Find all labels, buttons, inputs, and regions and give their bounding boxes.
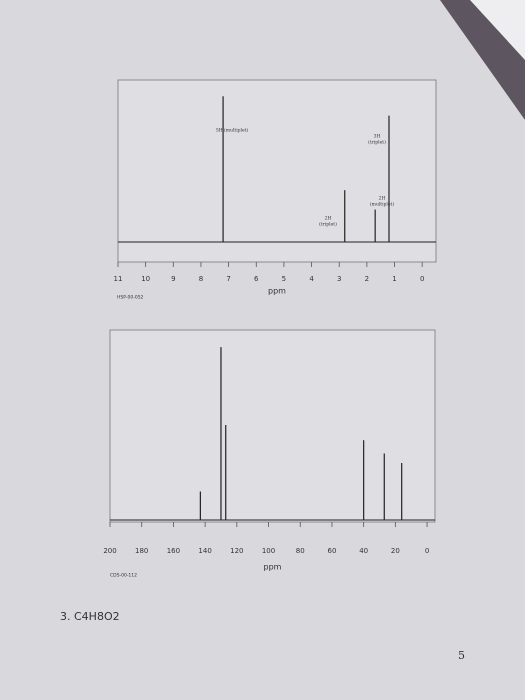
x-tick-label: 8 <box>199 275 203 283</box>
x-tick-label: 120 <box>230 547 243 555</box>
x-tick-label: 180 <box>135 547 148 555</box>
x-tick-label: 160 <box>167 547 180 555</box>
x-tick-label: 4 <box>309 275 314 283</box>
x-tick-label: 11 <box>114 275 123 283</box>
peak-annotation: (triplet) <box>368 139 386 146</box>
peak-annotation: 3H <box>374 134 381 140</box>
peak-annotation: (triplet) <box>319 221 337 228</box>
page-number: 5 <box>458 649 465 662</box>
x-tick-label: 5 <box>282 275 286 283</box>
x-tick-label: 100 <box>262 547 275 555</box>
x-tick-label: 9 <box>171 275 175 283</box>
peak-annotation: (multiplet) <box>370 201 394 208</box>
x-tick-label: 140 <box>198 547 211 555</box>
problem-label: 3. C4H8O2 <box>60 610 120 623</box>
x-tick-label: 0 <box>420 275 424 283</box>
x-tick-label: 6 <box>254 275 259 283</box>
x-tick-label: 7 <box>226 275 230 283</box>
x-tick-label: 20 <box>391 547 400 555</box>
x-axis-label: ppm <box>268 287 286 296</box>
peak-annotation: 2H <box>379 196 386 202</box>
x-tick-label: 80 <box>296 547 305 555</box>
paper-edge <box>470 0 525 60</box>
x-tick-label: 1 <box>392 275 396 283</box>
plot-frame <box>109 329 436 523</box>
x-tick-label: 200 <box>103 547 116 555</box>
peak-annotation: 2H <box>325 216 332 222</box>
plot-frame <box>117 79 437 263</box>
x-tick-label: 40 <box>359 547 368 555</box>
x-tick-label: 0 <box>425 547 429 555</box>
peak-annotation: 5H (multiplet) <box>216 127 249 134</box>
x-tick-label: 10 <box>141 275 150 283</box>
sample-code: HSP-00-052 <box>117 295 144 301</box>
x-tick-label: 60 <box>327 547 336 555</box>
sample-code: CDS-00-112 <box>110 573 137 579</box>
x-tick-label: 2 <box>365 275 369 283</box>
x-tick-label: 3 <box>337 275 341 283</box>
x-axis-label: ppm <box>264 563 282 572</box>
